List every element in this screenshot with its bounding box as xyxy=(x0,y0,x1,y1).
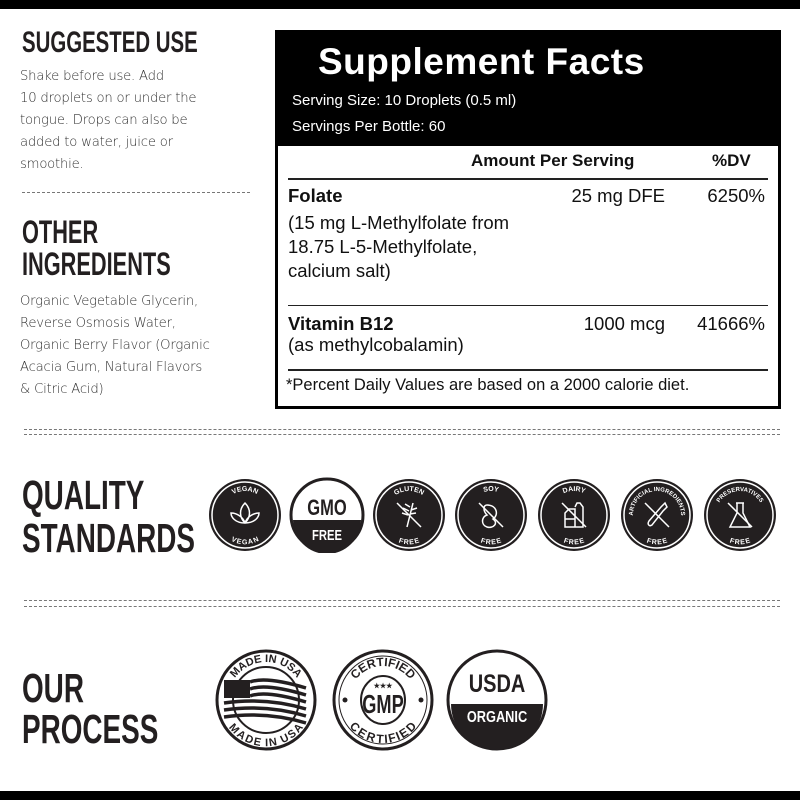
badge-text: ORGANIC xyxy=(467,709,528,727)
text-line: & Citric Acid) xyxy=(20,382,104,397)
nutrient-amount: 1000 mcg xyxy=(583,313,665,334)
badge-text: SOY xyxy=(483,486,500,494)
divider xyxy=(24,434,780,435)
suggested-use-text: Shake before use. Add 10 droplets on or … xyxy=(20,66,196,176)
text-line: Acacia Gum, Natural Flavors xyxy=(20,360,203,375)
leaf-badge: VEGAN VEGAN xyxy=(209,479,281,551)
detail-line: (15 mg L-Methylfolate from xyxy=(288,212,510,233)
other-ingredients-text: Organic Vegetable Glycerin, Reverse Osmo… xyxy=(20,291,210,401)
supplement-facts-header: Supplement Facts Serving Size: 10 Drople… xyxy=(278,33,778,146)
text-line: Organic Vegetable Glycerin, xyxy=(20,294,199,309)
nutrient-dv: 6250% xyxy=(707,185,765,206)
divider xyxy=(24,606,780,607)
suggested-use-heading: SUGGESTED USE xyxy=(22,26,198,59)
rule xyxy=(288,305,768,306)
badge-text: DAIRY xyxy=(562,486,587,495)
quality-heading-1: QUALITY xyxy=(22,472,145,518)
dv-header: %DV xyxy=(712,151,751,170)
text-line: Reverse Osmosis Water, xyxy=(20,316,176,331)
supplement-facts-panel: Supplement Facts Serving Size: 10 Drople… xyxy=(275,30,781,409)
badge-text: GMO xyxy=(307,496,346,521)
divider xyxy=(24,429,780,430)
badge-text: USDA xyxy=(469,670,526,698)
badge-text: VEGAN xyxy=(230,536,260,546)
nutrient-detail: (as methylcobalamin) xyxy=(288,334,464,355)
stars-icon: ★★★ xyxy=(374,682,394,690)
amount-per-serving-header: Amount Per Serving xyxy=(471,151,635,170)
servings-per-bottle: Servings Per Bottle: 60 xyxy=(292,118,446,135)
usda-organic-icon: USDA ORGANIC xyxy=(446,649,548,751)
bottom-border-bar xyxy=(0,791,800,800)
badge-text: VEGAN xyxy=(231,486,259,496)
supplement-facts-title: Supplement Facts xyxy=(318,41,645,82)
text-line: Shake before use. Add xyxy=(20,69,164,84)
usda-organic-badge: USDA ORGANIC xyxy=(446,649,548,751)
other-ingredients-heading-1: OTHER xyxy=(22,214,99,250)
text-line: 10 droplets on or under the xyxy=(20,91,197,106)
nutrient-name: Vitamin B12 xyxy=(288,313,394,334)
detail-line: 18.75 L-5-Methylfolate, xyxy=(288,236,478,257)
footnote: *Percent Daily Values are based on a 200… xyxy=(286,376,690,394)
text-line: tongue. Drops can also be xyxy=(20,113,188,128)
gmo-badge: GMO FREE xyxy=(289,477,365,553)
divider xyxy=(22,192,250,193)
rule xyxy=(288,178,768,180)
badge-text: FREE xyxy=(312,526,342,543)
nutrient-detail: (15 mg L-Methylfolate from 18.75 L-5-Met… xyxy=(288,211,509,283)
nutrient-dv: 41666% xyxy=(697,313,765,334)
rule xyxy=(288,369,768,371)
leaf-icon: VEGAN VEGAN xyxy=(209,479,281,551)
nutrient-name: Folate xyxy=(288,185,343,206)
badge-text: GMP xyxy=(362,690,403,719)
badge-text: GLUTEN xyxy=(393,486,425,497)
text-line: Organic Berry Flavor (Organic xyxy=(20,338,210,353)
nutrient-amount: 25 mg DFE xyxy=(571,185,665,206)
serving-size: Serving Size: 10 Droplets (0.5 ml) xyxy=(292,92,517,109)
process-heading-2: PROCESS xyxy=(22,706,159,752)
divider xyxy=(24,600,780,601)
other-ingredients-heading-2: INGREDIENTS xyxy=(22,246,171,282)
text-line: smoothie. xyxy=(20,157,84,172)
gmo-icon: GMO FREE xyxy=(289,477,365,553)
quality-heading-2: STANDARDS xyxy=(22,515,195,561)
text-line: added to water, juice or xyxy=(20,135,173,150)
process-heading-1: OUR xyxy=(22,665,84,711)
detail-line: calcium salt) xyxy=(288,260,391,281)
top-border-bar xyxy=(0,0,800,9)
